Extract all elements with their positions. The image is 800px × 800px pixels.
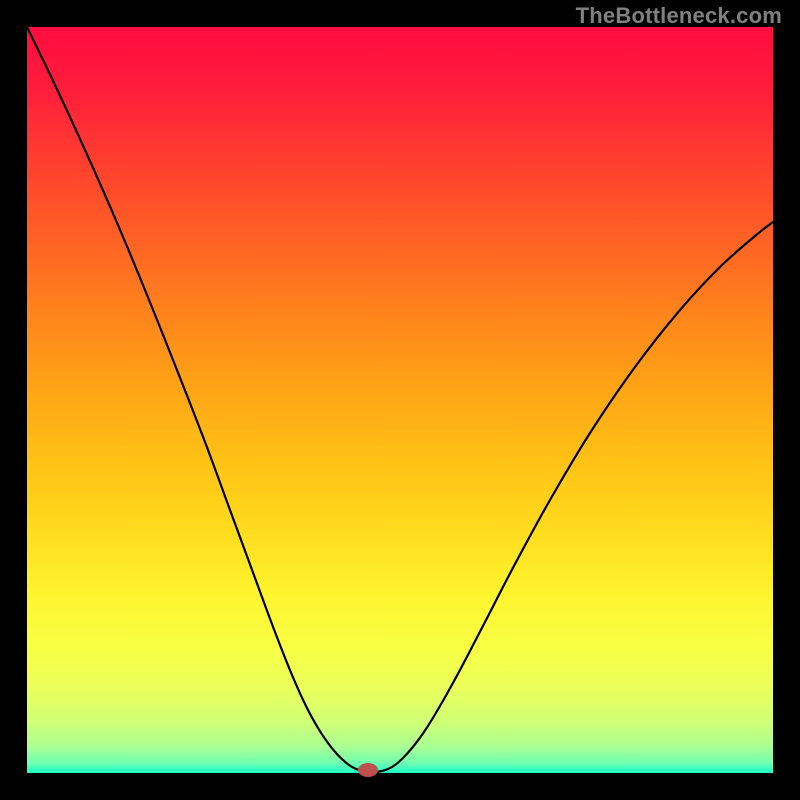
minimum-marker	[359, 764, 378, 777]
chart-root: TheBottleneck.com	[0, 0, 800, 800]
watermark-text: TheBottleneck.com	[576, 3, 782, 29]
plot-svg	[0, 0, 800, 800]
plot-background	[27, 27, 773, 773]
